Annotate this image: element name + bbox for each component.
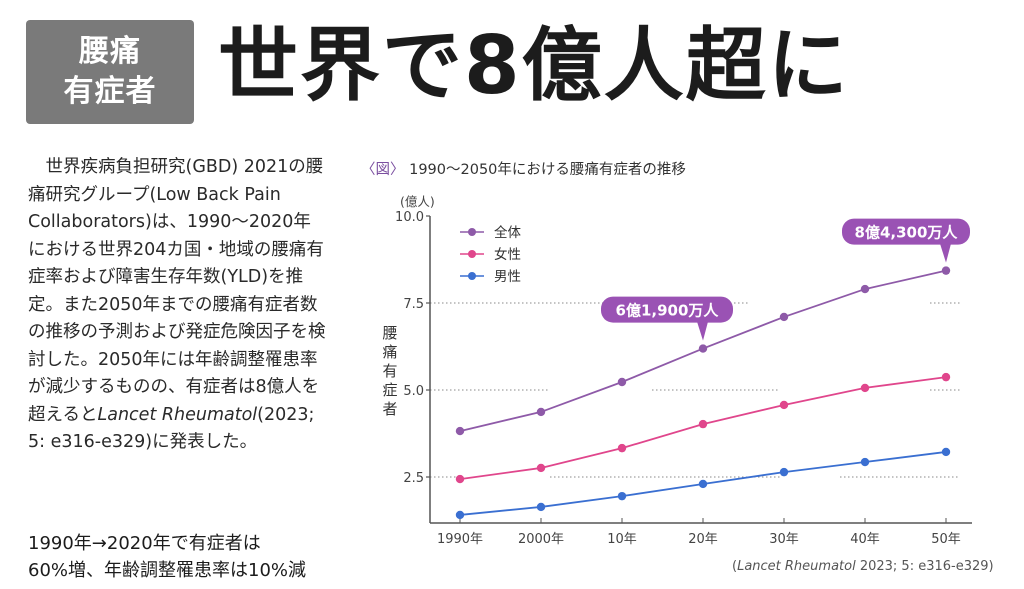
topic-tag-line2: 有症者 [63, 74, 157, 109]
topic-tag: 腰痛 有症者 [26, 20, 194, 124]
data-point-female [860, 383, 870, 393]
legend-label-total: 全体 [494, 224, 522, 241]
callout-pointer [940, 243, 951, 263]
y-unit-label: (億人) [400, 194, 435, 209]
y-tick-label: 5.0 [403, 384, 424, 399]
data-point-total [860, 284, 870, 294]
legend-label-male: 男性 [494, 269, 521, 285]
data-point-female [779, 400, 789, 410]
callout-bubble [842, 218, 970, 245]
data-point-male [455, 510, 465, 520]
article-paragraph: 世界疾病負担研究(GBD) 2021の腰痛研究グループ(Low Back Pai… [28, 154, 328, 457]
data-point-total [941, 266, 951, 275]
figure-title: 〈図〉 1990〜2050年における腰痛有症者の推移 [361, 158, 686, 179]
data-point-male [860, 457, 870, 467]
data-point-male [698, 479, 708, 489]
summary-line-2: 60%増、年齢調整罹患率は10%減 [28, 560, 307, 581]
data-point-female [941, 372, 951, 382]
y-axis-label-char: 有 [382, 362, 397, 380]
x-tick-label: 50年 [931, 532, 961, 547]
data-point-total [698, 344, 708, 353]
article-text-pre: 世界疾病負担研究(GBD) 2021の腰痛研究グループ(Low Back Pai… [28, 157, 326, 425]
data-point-male [941, 447, 951, 457]
legend-marker-male [468, 272, 476, 280]
data-point-female [617, 443, 627, 453]
article-body: 世界疾病負担研究(GBD) 2021の腰痛研究グループ(Low Back Pai… [28, 154, 328, 457]
data-point-male [617, 491, 627, 501]
x-tick-label: 30年 [769, 532, 799, 547]
y-tick-label: 10.0 [395, 210, 424, 225]
y-axis-label-char: 腰 [382, 324, 397, 342]
data-point-female [698, 419, 708, 429]
journal-name: Lancet Rheumatol [97, 404, 258, 425]
x-tick-label: 20年 [688, 532, 718, 547]
legend-marker-female [468, 250, 476, 258]
data-point-female [455, 474, 465, 484]
callout-label: 8億4,300万人 [855, 224, 959, 242]
figure-source: (Lancet Rheumatol 2023; 5: e316-e329) [732, 559, 994, 574]
source-rest: 2023; 5: e316-e329) [855, 559, 994, 574]
data-point-total [779, 312, 789, 322]
legend-label-female: 女性 [494, 246, 521, 263]
callout-pointer [697, 321, 708, 341]
x-tick-label: 40年 [850, 532, 880, 547]
legend-marker-total [468, 228, 476, 236]
x-tick-label: 10年 [607, 532, 637, 547]
x-tick-label: 1990年 [437, 532, 483, 547]
figure-mark: 〈図〉 [361, 162, 405, 178]
topic-tag-line1: 腰痛 [79, 34, 141, 69]
y-tick-label: 7.5 [403, 297, 424, 312]
article-text-post: (2023; 5: e316-e329)に発表した。 [28, 404, 315, 453]
x-tick-label: 2000年 [518, 532, 564, 547]
summary-highlight: 1990年→2020年で有症者は 60%増、年齢調整罹患率は10%減 [28, 530, 338, 584]
source-open: ( [732, 559, 738, 574]
y-axis-label-char: 者 [382, 400, 397, 418]
data-point-male [536, 502, 546, 512]
callout-bubble [601, 296, 733, 323]
data-point-total [536, 407, 546, 417]
headline: 世界で8億人超に [218, 19, 850, 112]
data-point-male [779, 467, 789, 477]
figure-title-text: 1990〜2050年における腰痛有症者の推移 [409, 162, 686, 178]
data-point-total [455, 426, 465, 436]
y-axis-label-char: 痛 [382, 343, 397, 361]
y-axis-label-char: 症 [382, 381, 397, 399]
data-point-female [536, 463, 546, 473]
source-journal: Lancet Rheumatol [737, 559, 856, 574]
data-point-total [617, 377, 627, 387]
summary-line-1: 1990年→2020年で有症者は [28, 533, 261, 554]
callout-label: 6億1,900万人 [616, 302, 720, 320]
line-chart: 2.5 5.0 7.5 10.0(億人) 腰痛有症者 1990年 2000年 10年 20年 30… [382, 194, 972, 547]
y-tick-label: 2.5 [403, 471, 424, 486]
